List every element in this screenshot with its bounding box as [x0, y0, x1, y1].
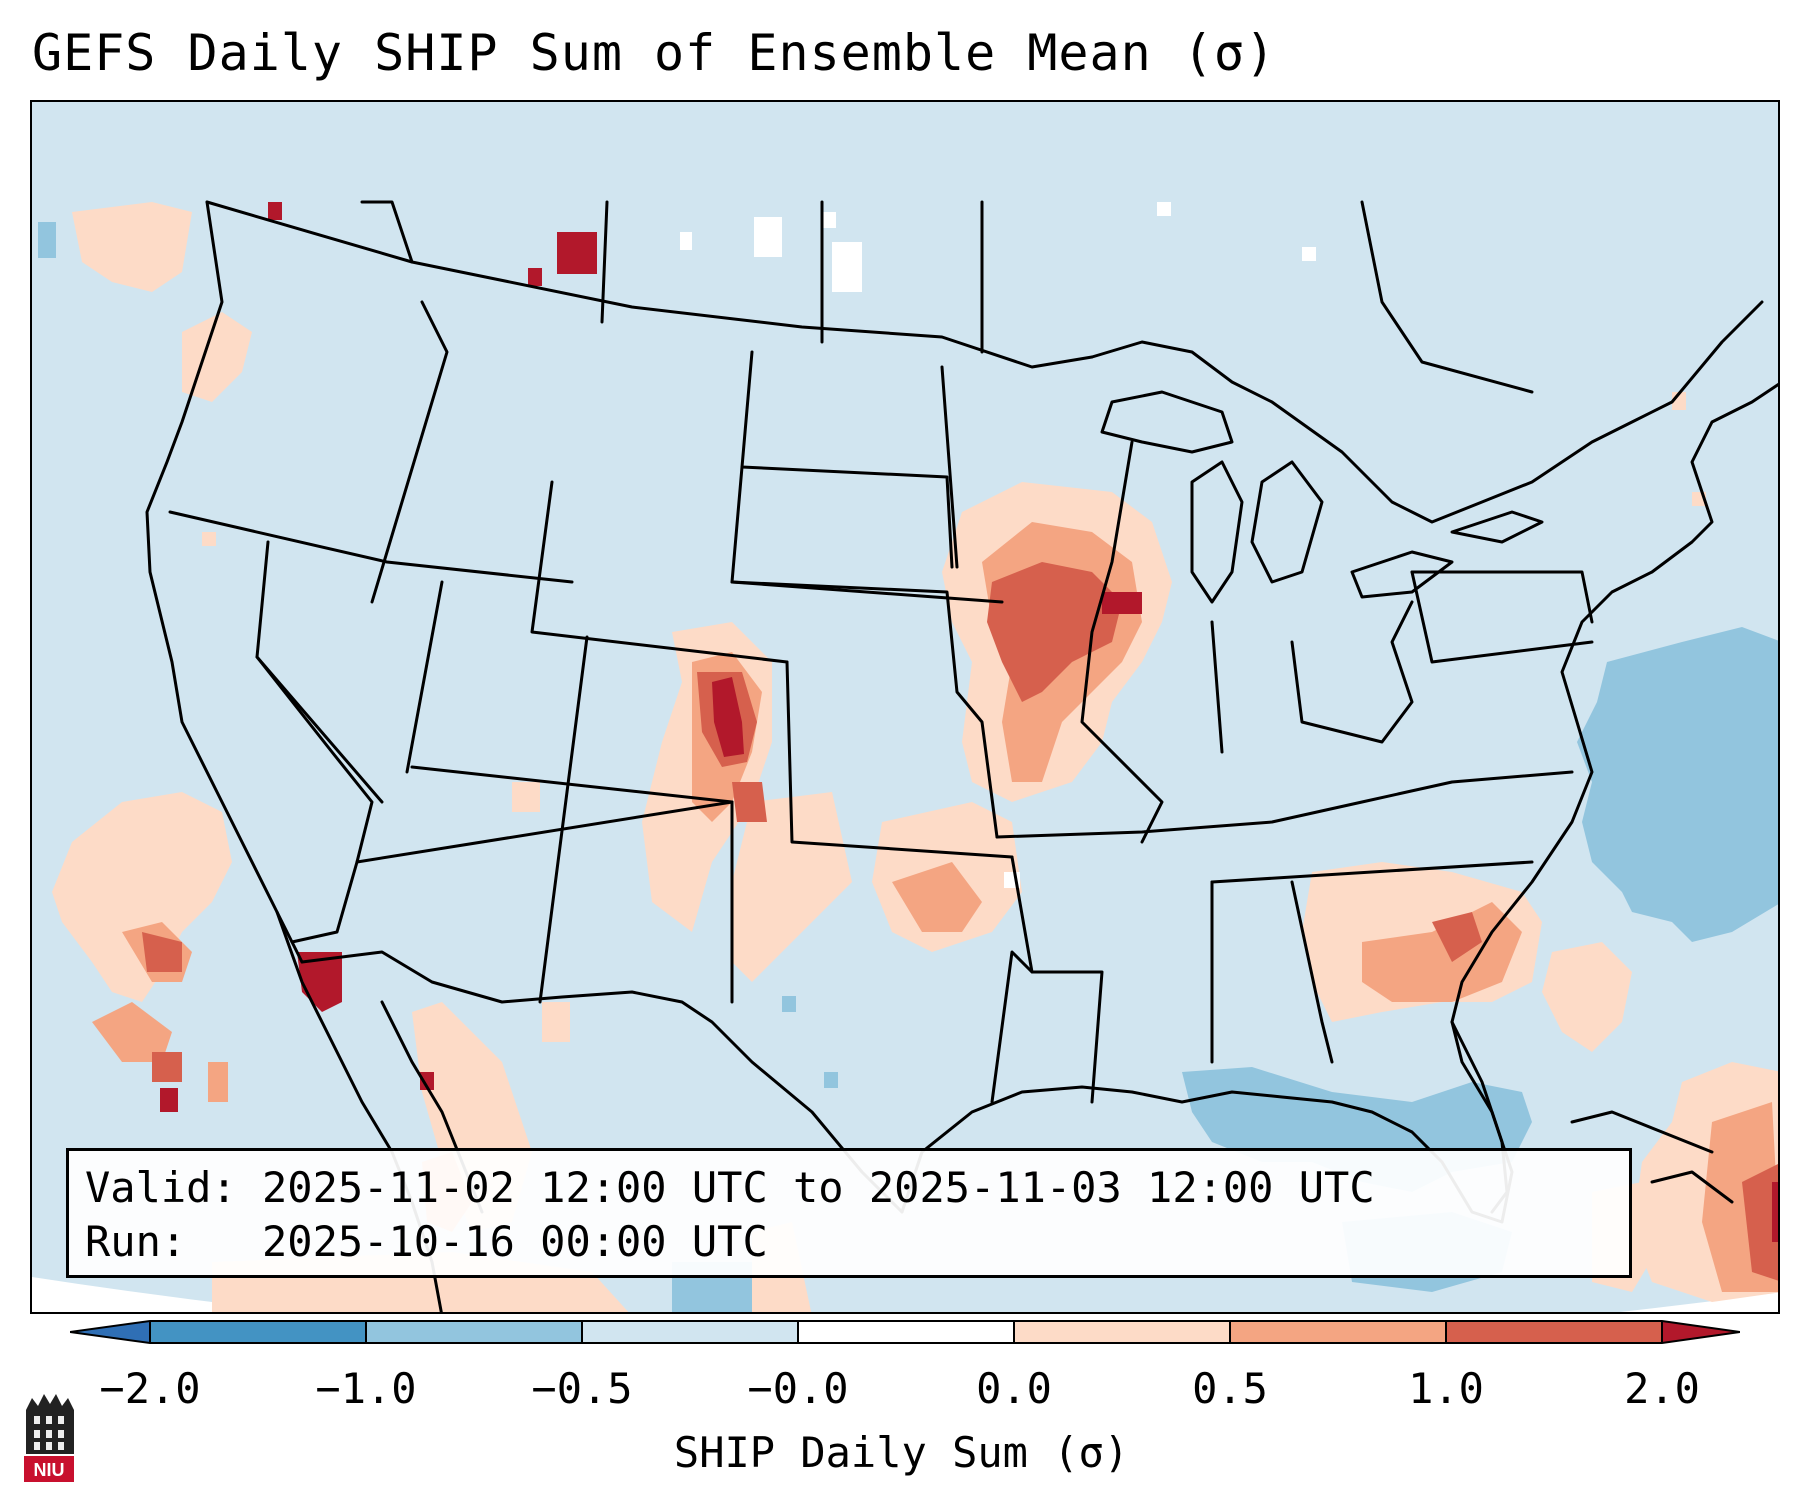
- run-value: 2025-10-16 00:00 UTC: [262, 1217, 768, 1266]
- logo-text: NIU: [34, 1460, 65, 1480]
- boundary-lines: [145, 200, 1778, 1312]
- info-panel: Valid: 2025-11-02 12:00 UTC to 2025-11-0…: [66, 1148, 1632, 1278]
- valid-label: Valid:: [85, 1163, 237, 1212]
- map-panel: [30, 100, 1780, 1314]
- colorbar-bin-1: [150, 1321, 366, 1343]
- colorbar-bin-2: [366, 1321, 582, 1343]
- colorbar-tick-4: 0.0: [976, 1364, 1052, 1413]
- colorbar-bin-7: [1446, 1321, 1662, 1343]
- valid-value: 2025-11-02 12:00 UTC to 2025-11-03 12:00…: [262, 1163, 1375, 1212]
- run-label: Run:: [85, 1217, 187, 1266]
- colorbar-bin-3: [582, 1321, 798, 1343]
- colorbar-label: SHIP Daily Sum (σ): [673, 1428, 1130, 1477]
- colorbar-tick-3: −0.0: [747, 1364, 849, 1413]
- colorbar: [70, 1320, 1740, 1344]
- colorbar-bin-6: [1230, 1321, 1446, 1343]
- colorbar-bin-8: [1662, 1321, 1740, 1343]
- ship-anomaly-map: [32, 102, 1778, 1312]
- colorbar-tick-6: 1.0: [1408, 1364, 1484, 1413]
- university-tower-icon: NIU: [24, 1394, 74, 1482]
- zero-anomaly-speckles: [680, 202, 1316, 888]
- colorbar-tick-1: −1.0: [315, 1364, 417, 1413]
- colorbar-bin-0: [70, 1321, 150, 1343]
- strong-positive-regions: [142, 562, 1778, 1281]
- colorbar-tick-0: −2.0: [99, 1364, 201, 1413]
- chart-title: GEFS Daily SHIP Sum of Ensemble Mean (σ): [32, 24, 1277, 82]
- colorbar-bin-4: [798, 1321, 1014, 1343]
- colorbar-tick-7: 2.0: [1624, 1364, 1700, 1413]
- colorbar-tick-2: −0.5: [531, 1364, 633, 1413]
- very-strong-positive-regions: [160, 202, 1778, 1242]
- colorbar-tick-5: 0.5: [1192, 1364, 1268, 1413]
- colorbar-bin-5: [1014, 1321, 1230, 1343]
